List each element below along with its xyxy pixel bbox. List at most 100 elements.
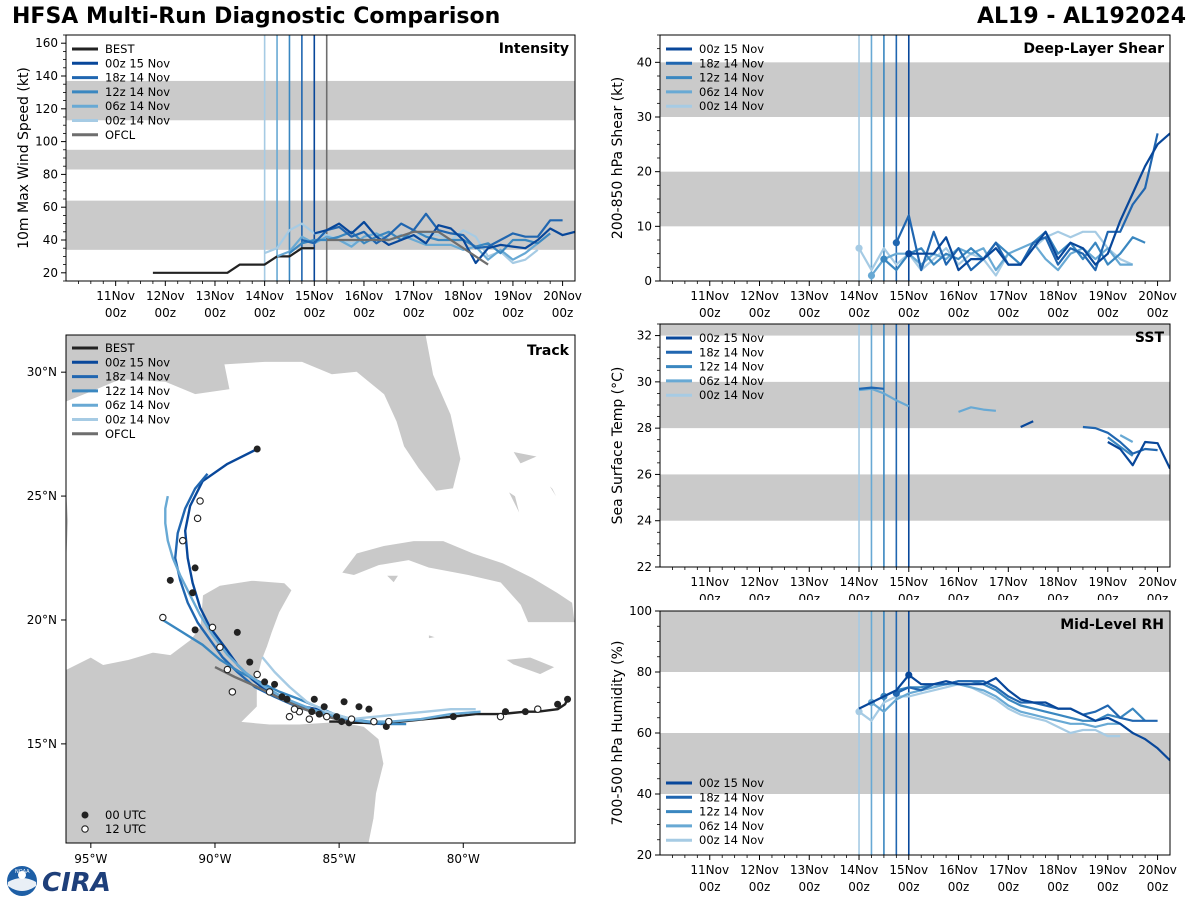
rh-legend-label-00z-15-nov: 00z 15 Nov (699, 776, 764, 790)
shear-ytick-label: 20 (637, 165, 652, 179)
track-point-12utc (223, 665, 232, 674)
intensity-legend-label-18z-14-nov: 18z 14 Nov (105, 71, 170, 85)
shear-ytick-label: 10 (637, 219, 652, 233)
sst-ytick-label: 32 (637, 329, 652, 343)
sst-series-00z-15-nov-b (1107, 440, 1170, 470)
sst-legend-label-00z-14-nov: 00z 14 Nov (699, 388, 764, 402)
shear-title: Deep-Layer Shear (1023, 41, 1164, 57)
rh-xtick-label: 20Nov (1138, 863, 1177, 877)
shear-ytick-label: 0 (644, 274, 652, 288)
intensity-xtick-sublabel: 00z (204, 306, 226, 320)
sst-xtick-sublabel: 00z (798, 592, 820, 600)
shear-series-06z-14-nov (870, 241, 1133, 277)
shear-series-00z-15-nov (908, 132, 1170, 272)
rh-series-18z-14-nov (895, 680, 1158, 722)
intensity-ytick-label: 140 (35, 69, 58, 83)
intensity-series-18z-14-nov (301, 212, 563, 250)
sst-series-00z-15-nov (1020, 420, 1034, 428)
track-point-00utc (554, 700, 562, 708)
shear-ylabel: 200-850 hPa Shear (kt) (610, 77, 626, 239)
track-ytick-label: 15°N (27, 737, 57, 751)
shear-xtick-sublabel: 00z (1147, 306, 1169, 320)
track-legend-label-06z-14-nov: 06z 14 Nov (105, 398, 170, 412)
track-point-12utc (290, 705, 299, 713)
rh-xtick-sublabel: 00z (798, 880, 820, 894)
rh-xtick-label: 18Nov (1039, 863, 1078, 877)
land-bahamas-1 (512, 450, 540, 465)
sst-ytick-label: 24 (637, 514, 652, 528)
track-point-00utc (189, 589, 197, 597)
rh-plot-area (660, 611, 1170, 855)
intensity-chart: 20 40 60 80 100 120 140 160 11Nov 00z 12Nov 00z 13No… (16, 34, 582, 320)
rh-series-12z-14-nov (883, 680, 1146, 722)
shear-xtick-sublabel: 00z (749, 306, 771, 320)
track-ytick-label: 30°N (27, 365, 57, 379)
rh-xtick-sublabel: 00z (1147, 880, 1169, 894)
intensity-xtick-label: 18Nov (444, 289, 483, 303)
track-legend-label-18z-14-nov: 18z 14 Nov (105, 370, 170, 384)
track-point-12utc (196, 497, 204, 505)
sst-xtick-label: 20Nov (1138, 575, 1177, 589)
track-point-12utc (322, 712, 331, 721)
sst-series-12z-14-nov (1107, 436, 1134, 457)
intensity-xtick-label: 14Nov (245, 289, 284, 303)
sst-series-06z-14-nov-b (958, 406, 997, 413)
sst-xtick-label: 15Nov (889, 575, 928, 589)
sst-xtick-label: 11Nov (690, 575, 729, 589)
land-cuba (340, 540, 575, 623)
rh-xtick-label: 16Nov (939, 863, 978, 877)
intensity-series-00z-15-nov (314, 220, 575, 265)
noaa-wave-icon (8, 878, 36, 891)
intensity-band-1 (66, 149, 575, 170)
rh-xtick-sublabel: 00z (749, 880, 771, 894)
intensity-band-0 (66, 200, 575, 250)
sst-ytick-label: 22 (637, 560, 652, 574)
rh-legend-label-06z-14-nov: 06z 14 Nov (699, 819, 764, 833)
track-point-00utc (166, 576, 174, 584)
sst-series-18z-14-nov-b (1082, 425, 1158, 455)
intensity-xtick-label: 12Nov (146, 289, 185, 303)
track-point-00utc (333, 713, 341, 721)
rh-chart: 20 40 60 80 100 11Nov 00z 12Nov 00z 13Nov 00z 14Nov… (610, 605, 1177, 894)
intensity-ylabel: 10m Max Wind Speed (kt) (16, 67, 32, 249)
sst-xtick-sublabel: 00z (998, 592, 1020, 600)
track-point-12utc (305, 715, 314, 723)
rh-ytick-label: 100 (629, 605, 652, 618)
shear-legend-label-12z-14-nov: 12z 14 Nov (699, 71, 764, 85)
rh-legend-label-12z-14-nov: 12z 14 Nov (699, 805, 764, 819)
rh-xtick-sublabel: 00z (848, 880, 870, 894)
track-point-12utc (385, 717, 393, 726)
land-bahamas-3 (547, 483, 561, 504)
track-legend-label-00z-14-nov: 00z 14 Nov (105, 413, 170, 427)
shear-band-0 (660, 171, 1170, 227)
rh-band-0 (660, 733, 1170, 794)
intensity-title: Intensity (499, 41, 569, 57)
page-title: HFSA Multi-Run Diagnostic Comparison (12, 4, 501, 29)
track-point-00utc (283, 695, 291, 703)
track-legend-label-best: BEST (105, 341, 135, 355)
intensity-legend-label-00z-14-nov: 00z 14 Nov (105, 114, 170, 128)
intensity-xtick-label: 16Nov (345, 289, 384, 303)
shear-xtick-label: 12Nov (740, 289, 779, 303)
track-point-00utc (253, 445, 261, 453)
sst-legend-label-12z-14-nov: 12z 14 Nov (699, 360, 764, 374)
track-point-00utc (191, 626, 199, 634)
track-point-12utc (216, 643, 224, 651)
rh-series-06z-14-nov (870, 683, 1134, 734)
track-point-00utc (365, 705, 373, 713)
cira-logo-text: CIRA (42, 868, 111, 898)
intensity-xtick-sublabel: 00z (353, 306, 375, 320)
sst-ytick-label: 28 (637, 421, 652, 435)
shear-xtick-sublabel: 00z (948, 306, 970, 320)
rh-band-1 (660, 611, 1170, 672)
sst-title: SST (1135, 330, 1165, 346)
rh-xtick-sublabel: 00z (998, 880, 1020, 894)
shear-ytick-label: 30 (637, 110, 652, 124)
intensity-ytick-label: 100 (35, 135, 58, 149)
rh-xtick-sublabel: 00z (699, 880, 721, 894)
rh-xtick-sublabel: 00z (948, 880, 970, 894)
sst-xtick-label: 19Nov (1088, 575, 1127, 589)
shear-series-18z-14-nov (895, 133, 1159, 272)
track-point-00utc (338, 718, 346, 726)
track-title: Track (527, 343, 570, 359)
